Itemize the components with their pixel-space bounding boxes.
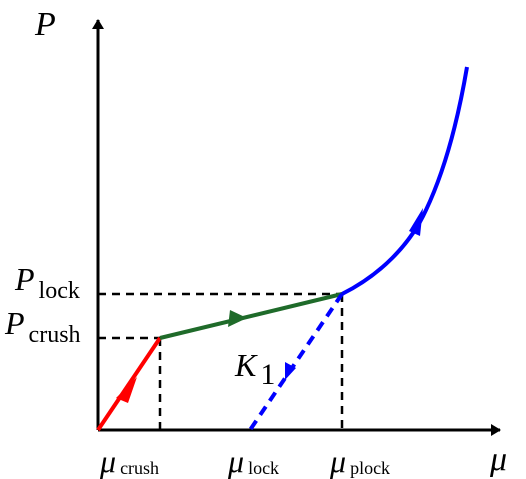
mu-crush-sub: crush — [120, 458, 159, 478]
p-crush-main: P — [4, 305, 25, 341]
mu-lock-sub: lock — [248, 458, 279, 478]
p-lock-label: P lock — [14, 261, 80, 304]
compaction-arrowhead — [409, 208, 423, 236]
p-crush-label: P crush — [4, 305, 81, 348]
mu-lock-main: μ — [227, 443, 244, 479]
x-axis-label: μ — [489, 441, 507, 478]
crush-arrowhead — [228, 310, 247, 327]
k1-main: K — [234, 347, 258, 383]
elastic-arrowhead — [116, 377, 137, 403]
mu-crush-main: μ — [99, 443, 116, 479]
p-lock-main: P — [14, 261, 35, 297]
elastic-segment — [96, 336, 162, 432]
y-axis-label: P — [34, 6, 56, 43]
p-crush-sub: crush — [29, 322, 81, 348]
k1-label: K 1 — [234, 347, 275, 391]
k1-sub: 1 — [260, 358, 275, 391]
mu-plock-sub: plock — [350, 458, 390, 478]
compaction-curve — [341, 66, 469, 296]
mu-lock-label: μ lock — [227, 443, 279, 479]
unloading-arrowhead — [285, 362, 296, 380]
p-lock-sub: lock — [39, 278, 80, 304]
mu-plock-main: μ — [329, 443, 346, 479]
mu-plock-label: μ plock — [329, 443, 390, 479]
mu-crush-label: μ crush — [99, 443, 159, 479]
unloading-segment — [248, 292, 344, 432]
crush-segment — [159, 292, 343, 340]
